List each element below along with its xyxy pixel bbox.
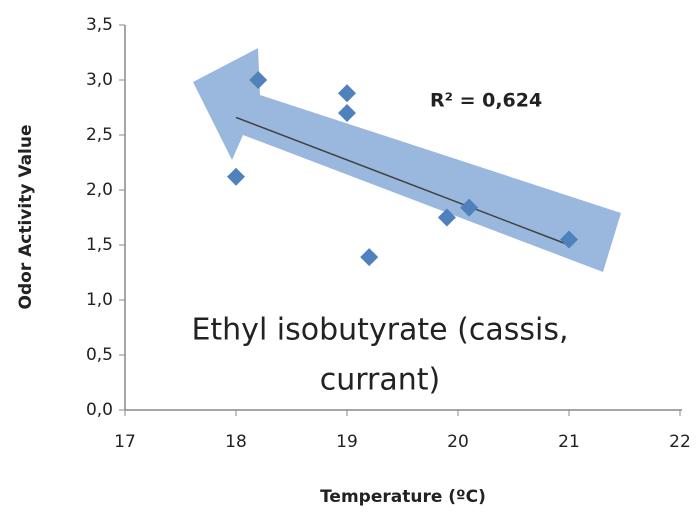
y-tick-label: 3,5	[86, 15, 113, 35]
y-tick-label: 2,0	[86, 180, 113, 200]
point	[460, 198, 479, 217]
x-tick-label: 17	[114, 432, 136, 452]
point	[338, 104, 356, 122]
point	[338, 84, 356, 103]
point	[560, 230, 578, 249]
y-tick-label: 1,5	[86, 235, 113, 255]
x-axis-title: Temperature (ºC)	[320, 487, 486, 507]
x-tick-label: 18	[225, 432, 247, 452]
x-tick-label: 19	[336, 432, 358, 452]
x-tick-label: 21	[558, 432, 580, 452]
r2-label: R² = 0,624	[430, 90, 542, 112]
point	[249, 71, 268, 89]
y-tick-label: 3,0	[86, 70, 113, 90]
annotation: Ethyl isobutyrate (cassis,	[191, 313, 568, 348]
point	[437, 208, 456, 227]
x-tick-label: 20	[447, 432, 469, 452]
y-tick-label: 0,0	[86, 400, 113, 420]
trendline	[235, 116, 570, 246]
y-axis-title: Odor Activity Value	[16, 125, 36, 310]
point	[227, 167, 245, 186]
y-tick-label: 0,5	[86, 345, 113, 365]
trend-arrow	[193, 48, 621, 272]
y-tick-label: 2,5	[86, 125, 113, 145]
point	[360, 248, 379, 267]
annotation: currant)	[320, 363, 441, 398]
y-tick-label: 1,0	[86, 290, 113, 310]
x-tick-label: 22	[669, 432, 691, 452]
